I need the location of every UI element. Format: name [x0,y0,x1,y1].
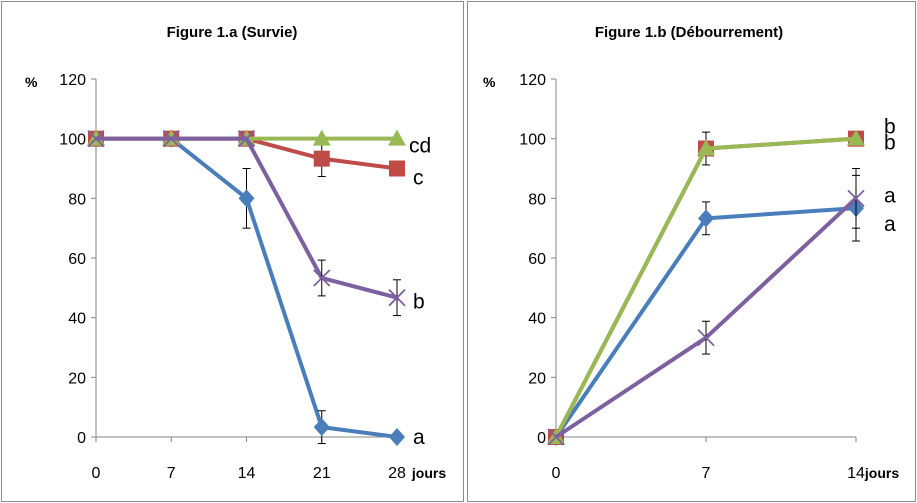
y-tick-label: 40 [68,311,86,328]
y-tick-label: 0 [77,430,86,447]
x-stroke [547,428,565,446]
x-tick-label: 7 [167,465,176,482]
data-point [313,269,331,287]
x-tick-label: 14 [238,465,256,482]
x-tick-label: 21 [313,465,331,482]
series-line [554,136,857,438]
series-end-label: a [884,213,896,236]
data-point [389,160,405,177]
data-point [312,129,331,146]
series-end-label: cd [409,135,431,158]
series-line [554,136,857,438]
y-tick-label: 80 [68,191,86,208]
x-axis-label: jours [864,465,899,481]
y-axis-label: % [483,74,496,90]
x-stroke [388,289,406,307]
x-tick-label: 7 [702,465,711,482]
data-point [87,130,105,148]
y-tick-label: 60 [528,251,546,268]
x-axis-label: jours [411,465,446,481]
data-point [313,418,330,437]
series-end-label: b [884,132,896,155]
data-point [388,289,406,307]
data-point [162,130,180,148]
x-tick-label: 0 [92,465,101,482]
series-end-label: a [413,426,425,449]
y-tick-label: 0 [537,430,546,447]
series-end-label: b [413,291,425,314]
data-point [847,189,865,207]
y-tick-label: 120 [59,72,86,89]
series-end-label: a [884,184,896,207]
series-end-label: b [884,116,896,139]
series-end-label: c [413,167,424,190]
data-point [389,428,405,446]
data-point [697,329,715,347]
data-point [847,129,865,146]
chart-debourrement: Figure 1.b (Débourrement) 0 20 40 60 80 100 120… [483,24,899,482]
series-0: a [88,129,425,449]
y-tick-label: 100 [59,132,86,149]
y-tick-label: 100 [519,132,546,149]
y-tick-label: 80 [528,191,546,208]
y-axis-label: % [25,74,38,90]
x-stroke [313,269,331,287]
data-point [698,209,714,228]
x-stroke [87,130,105,148]
series-1: b [548,130,896,445]
chart-title: Figure 1.b (Débourrement) [595,24,783,41]
series-2: b [547,116,896,444]
data-point [238,189,255,208]
x-stroke [162,130,180,148]
series-3: a [547,168,896,446]
data-point [237,130,256,148]
y-tick-label: 120 [519,72,546,89]
panel-frame-a [1,1,464,502]
x-tick-label: 28 [388,465,406,482]
y-tick-label: 20 [68,370,86,387]
x-stroke [237,130,256,148]
y-tick-label: 40 [528,311,546,328]
series-3: b [87,130,425,317]
y-tick-label: 20 [528,370,546,387]
y-tick-label: 60 [68,251,86,268]
data-point [313,150,330,167]
x-tick-label: 0 [552,465,561,482]
chart-title: Figure 1.a (Survie) [167,24,298,41]
chart-survie: Figure 1.a (Survie) 0 20 40 60 80 100 120 0 7 14 21… [25,24,446,482]
data-point [697,139,715,156]
data-point [388,129,406,146]
data-point [547,428,565,446]
panel-frame-b [467,1,916,502]
x-tick-label: 14 [847,465,865,482]
x-stroke [847,189,865,207]
x-stroke [697,329,715,347]
